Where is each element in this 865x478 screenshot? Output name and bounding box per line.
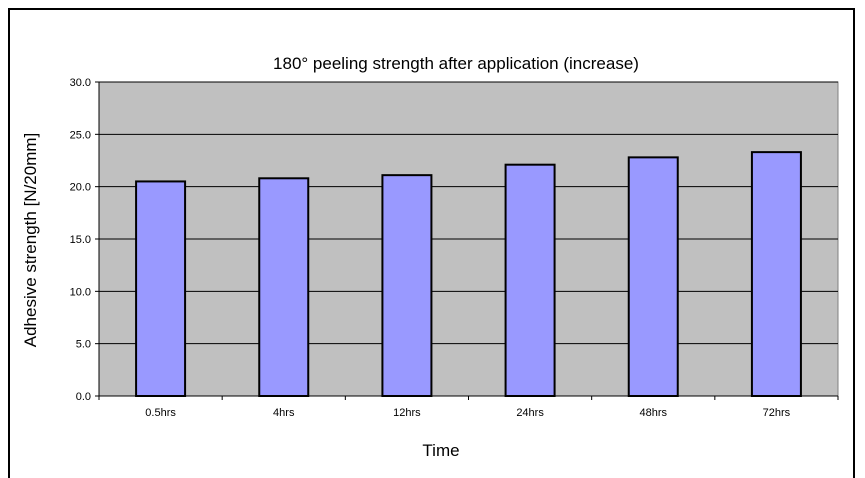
x-tick-label-72hrs: 72hrs (763, 407, 791, 419)
bar-24hrs (504, 163, 556, 397)
x-tick-label-24hrs: 24hrs (516, 407, 544, 419)
y-axis-title: Adhesive strength [N/20mm] (21, 133, 40, 347)
bar-12hrs (381, 174, 433, 397)
bars (135, 151, 802, 397)
x-axis-title: Time (422, 441, 459, 460)
y-tick-label-0: 0.0 (76, 391, 91, 403)
bar-0.5hrs (135, 180, 187, 397)
y-tick-label-3: 15.0 (70, 234, 91, 246)
y-tick-label-6: 30.0 (70, 77, 91, 89)
x-axis-ticks: 0.5hrs 4hrs 12hrs 24hrs 48hrs 72hrs (98, 396, 839, 419)
x-tick-label-12hrs: 12hrs (393, 407, 421, 419)
bar-4hrs (258, 177, 310, 397)
y-tick-label-2: 10.0 (70, 286, 91, 298)
bar-72hrs (750, 151, 802, 397)
y-tick-label-1: 5.0 (76, 339, 91, 351)
y-tick-label-4: 20.0 (70, 182, 91, 194)
y-axis-ticks: 0.0 5.0 10.0 15.0 20.0 25.0 30.0 (70, 77, 99, 403)
y-tick-label-5: 25.0 (70, 129, 91, 141)
x-tick-label-0.5hrs: 0.5hrs (145, 407, 176, 419)
bar-48hrs (627, 156, 679, 397)
x-tick-label-48hrs: 48hrs (639, 407, 667, 419)
x-tick-label-4hrs: 4hrs (273, 407, 295, 419)
chart-title: 180° peeling strength after application … (273, 54, 639, 73)
grid-lines (99, 81, 838, 345)
